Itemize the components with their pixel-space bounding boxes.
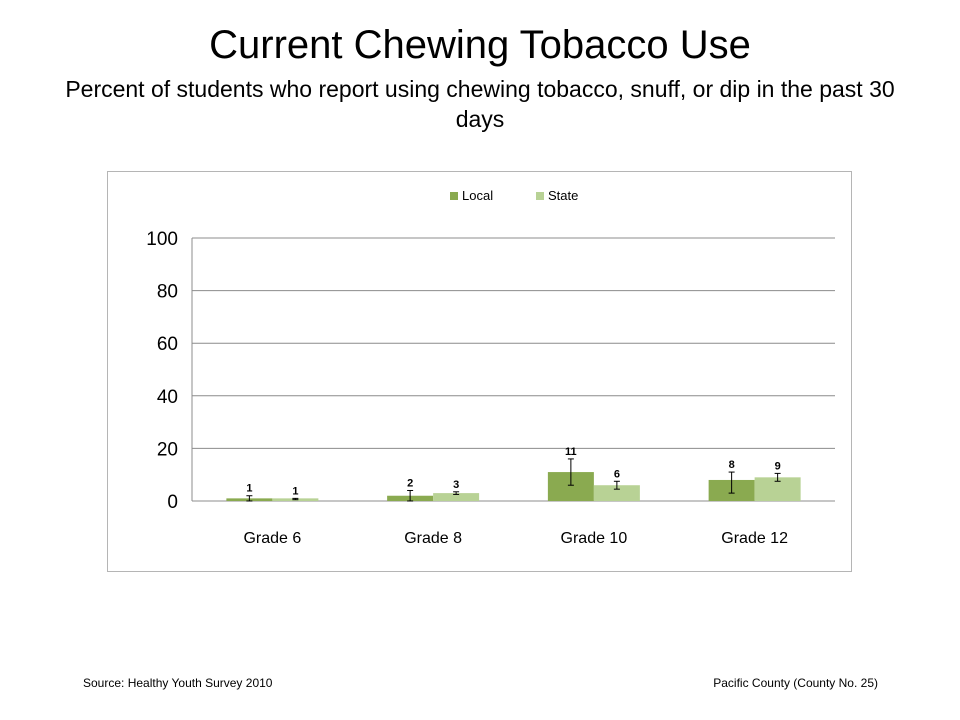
bar-state — [754, 477, 801, 501]
gridlines — [191, 237, 835, 502]
legend-swatch-local — [450, 192, 458, 200]
bar-state — [433, 493, 480, 501]
x-tick-label: Grade 8 — [404, 530, 462, 547]
data-label: 9 — [775, 460, 781, 472]
chart-subtitle: Percent of students who report using che… — [65, 76, 895, 132]
legend-label-state: State — [548, 188, 578, 203]
legend-swatch-state — [536, 192, 544, 200]
y-tick-label: 100 — [146, 229, 178, 250]
chart-area: 0 20 40 60 80 100 1 1 2 3 11 6 8 9 Grade 6 Grade 8 Gra… — [107, 171, 852, 572]
x-tick-label: Grade 6 — [243, 530, 301, 547]
error-bars — [246, 458, 781, 502]
data-label: 11 — [565, 446, 577, 458]
y-tick-label: 60 — [157, 334, 178, 355]
chart-title: Current Chewing Tobacco Use — [209, 23, 751, 67]
x-axis-ticks: Grade 6 Grade 8 Grade 10 Grade 12 — [243, 530, 788, 547]
data-label: 3 — [453, 479, 459, 491]
county-note: Pacific County (County No. 25) — [713, 676, 878, 690]
y-tick-label: 80 — [157, 282, 178, 303]
data-label: 1 — [246, 483, 252, 495]
y-tick-label: 20 — [157, 439, 178, 460]
bars — [226, 472, 801, 501]
source-note: Source: Healthy Youth Survey 2010 — [83, 676, 273, 690]
bar-state — [593, 485, 640, 501]
legend: Local State — [450, 188, 578, 203]
y-tick-label: 0 — [167, 492, 178, 513]
y-axis-ticks: 0 20 40 60 80 100 — [146, 229, 178, 513]
y-tick-label: 40 — [157, 387, 178, 408]
x-tick-label: Grade 12 — [721, 530, 788, 547]
legend-label-local: Local — [462, 188, 493, 203]
data-label: 8 — [729, 459, 735, 471]
data-label: 2 — [407, 477, 413, 489]
x-tick-label: Grade 10 — [561, 530, 628, 547]
data-label: 6 — [614, 468, 620, 480]
data-label: 1 — [292, 485, 298, 497]
